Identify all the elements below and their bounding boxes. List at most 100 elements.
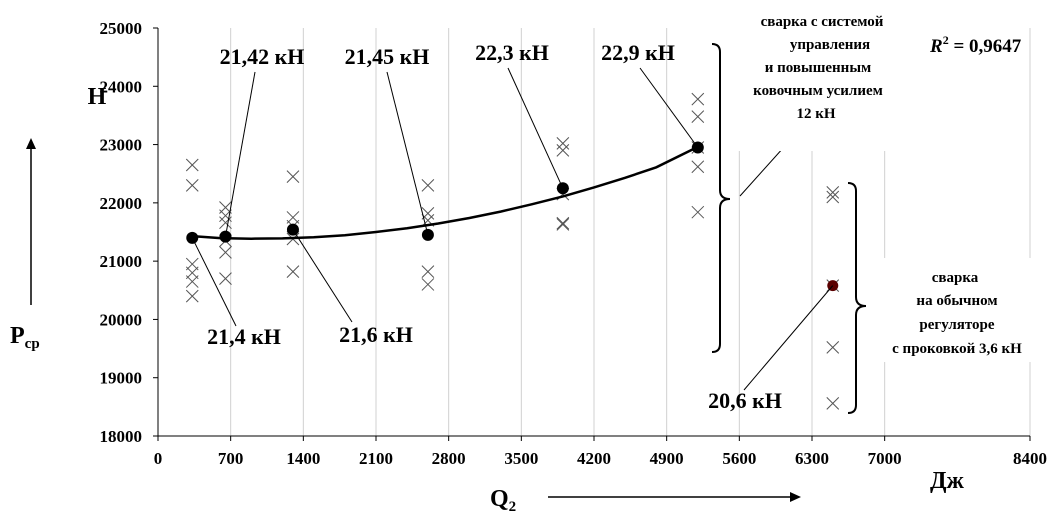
point-value-label: 22,9 кН [601,40,675,65]
label-leader-line [639,67,699,148]
cross-stroke [421,213,435,227]
measurement-cross [421,179,435,192]
measurement-cross [286,265,300,278]
measurement-cross [691,160,705,174]
cross-stroke [556,137,570,150]
measurement-cross [691,110,705,123]
x-tick-label: 8400 [1013,449,1047,468]
x-tick-label: 4900 [650,449,684,468]
y-tick-label: 20000 [100,310,143,329]
measurement-cross [691,92,705,106]
axes [157,28,1030,437]
annotation-upper-line-4: ковочным усилием [753,83,883,99]
measurement-cross [185,179,199,192]
y-axis-title: Pср [10,323,40,352]
measurement-cross [185,257,199,271]
y-tick-label: 25000 [100,19,143,38]
point-value-label: 21,6 кН [339,322,413,347]
x-tick-label: 6300 [795,449,829,468]
measurement-cross [556,216,570,230]
annotation-upper: сварка с системой управления и повышенны… [730,5,918,151]
cross-stroke [691,205,705,219]
cross-stroke [826,190,840,204]
y-axis-arrow [26,138,36,305]
cross-stroke [691,160,705,174]
upper-brace [711,43,731,353]
measurement-cross [185,266,199,280]
x-tick-label: 2800 [432,449,466,468]
cross-stroke [286,265,300,278]
label-leader-line [386,71,429,236]
cross-stroke [219,272,232,285]
y-tick-labels: 18000 19000 20000 21000 22000 23000 24000 25000 [100,19,143,446]
point-value-label: 21,45 кН [345,44,430,69]
cross-stroke [421,179,435,192]
x-axis-arrow [548,492,801,502]
cross-stroke [286,170,300,183]
label-leader-line [224,71,256,237]
cross-stroke [185,158,199,172]
measurement-cross [286,211,300,224]
annotation-upper-line-5: 12 кН [796,106,835,122]
measurement-cross [185,158,199,172]
cross-stroke [219,246,232,259]
cross-stroke [286,211,300,224]
point-value-label: 21,4 кН [207,324,281,349]
measurement-cross [826,341,840,354]
cross-stroke [185,266,199,280]
annotation-lower: сварка на обычном регуляторе с проковкой… [872,258,1044,362]
measurement-cross [556,137,570,150]
label-leader-line [743,285,834,391]
measurement-cross [556,144,570,157]
x-axis-title: Q2 [490,486,516,515]
cross-stroke [556,216,570,230]
annotation-upper-line-1: сварка с системой [761,14,884,30]
x-tick-label: 700 [218,449,244,468]
cross-stroke [691,92,705,106]
measurement-cross [219,246,232,259]
x-tick-labels: 0 700 1400 2100 2800 3500 4200 4900 5600 6300 7000… [154,449,1047,468]
label-leader-line [507,67,564,189]
cross-stroke [185,289,199,303]
cross-stroke [826,397,840,410]
measurement-cross [286,170,300,183]
measurement-cross [421,265,435,278]
x-tick-label: 1400 [286,449,320,468]
cross-stroke [185,257,199,271]
point-value-label: 20,6 кН [708,388,782,413]
x-tick-label: 7000 [868,449,902,468]
annotation-lower-line-1: сварка [932,270,979,286]
x-tick-label: 2100 [359,449,393,468]
cross-stroke [691,110,705,123]
point-labels: 21,42 кН 21,45 кН 22,3 кН 22,9 кН 21,4 кН 21,… [207,40,782,413]
y-tick-label: 21000 [100,252,143,271]
r-squared-label: R2 = 0,9647 [929,33,1022,57]
measurement-cross [826,397,840,410]
x-tick-label: 5600 [722,449,756,468]
y-tick-label: 19000 [100,369,143,388]
annotation-upper-line-3: и повышенным [765,60,872,76]
cross-stroke [556,144,570,157]
measurement-cross [219,272,232,285]
measurement-cross [421,278,435,291]
measurement-cross [185,275,199,288]
cross-stroke [421,278,435,291]
cross-stroke [421,265,435,278]
measurement-cross [185,289,199,303]
annotation-lower-line-3: регуляторе [919,317,994,333]
measurement-cross [826,186,840,199]
cross-stroke [556,218,570,231]
lower-brace [847,182,867,414]
x-axis-unit: Дж [930,468,965,494]
x-tick-label: 4200 [577,449,611,468]
x-tick-label: 0 [154,449,163,468]
trendline [192,145,699,240]
measurement-cross [691,205,705,219]
cross-stroke [185,179,199,192]
label-leader-line [292,229,353,323]
trendline-group [192,145,699,240]
label-leader-lines [191,67,834,391]
measurement-cross [826,190,840,204]
y-tick-label: 24000 [100,77,143,96]
